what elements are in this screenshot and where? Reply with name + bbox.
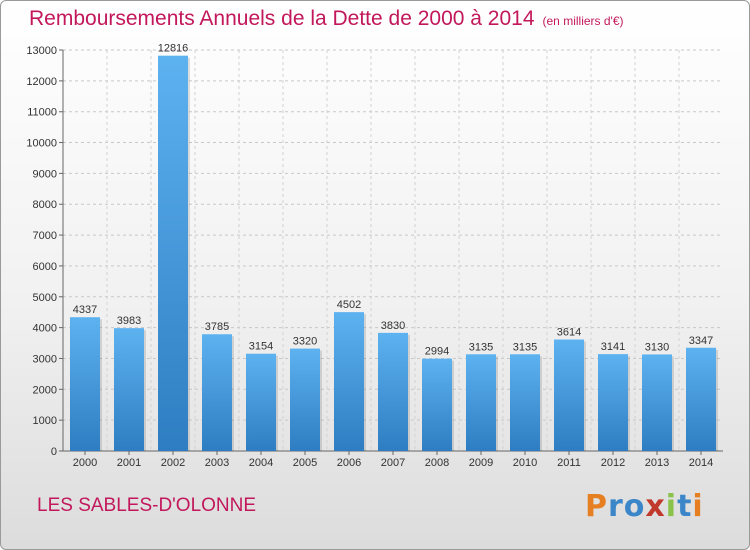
data-label-2009: 3135 (469, 341, 493, 353)
proxiti-logo: Proxiti (585, 489, 704, 524)
bars (70, 55, 718, 452)
x-tick-label-2014: 2014 (689, 457, 713, 469)
y-tick-label: 2000 (33, 384, 57, 396)
logo-letter: i (692, 489, 704, 524)
y-tick-label: 4000 (33, 323, 57, 335)
data-label-2012: 3141 (601, 341, 625, 353)
x-tick-label-2004: 2004 (249, 457, 273, 469)
commune-name: LES SABLES-D'OLONNE (37, 495, 257, 516)
y-tick-label: 1000 (33, 415, 57, 427)
bar-2013 (642, 354, 672, 451)
x-tick-label-2009: 2009 (469, 457, 493, 469)
chart-title-text: Remboursements Annuels de la Dette de 20… (29, 7, 535, 30)
bar-2011 (554, 339, 584, 451)
x-tick-label-2007: 2007 (381, 457, 405, 469)
bar-2004 (246, 353, 276, 451)
bar-2006 (334, 312, 364, 451)
data-label-2007: 3830 (381, 320, 405, 332)
x-tick-label-2001: 2001 (117, 457, 141, 469)
data-label-2003: 3785 (205, 321, 229, 333)
bar-2010 (510, 354, 540, 451)
tick-labels: 0 1000 2000 3000 4000 5000 6000 7000 8000 9000 100… (26, 45, 713, 469)
x-tick-label-2005: 2005 (293, 457, 317, 469)
bar-2014 (686, 347, 716, 451)
data-label-2011: 3614 (557, 327, 581, 339)
chart-unit-label: (en milliers d'€) (542, 14, 624, 28)
bar-2007 (378, 332, 408, 451)
y-tick-label: 9000 (33, 168, 57, 180)
bar-2005 (290, 348, 320, 451)
y-tick-label: 7000 (33, 230, 57, 242)
data-label-2010: 3135 (513, 341, 537, 353)
x-tick-label-2008: 2008 (425, 457, 449, 469)
x-tick-label-2011: 2011 (557, 457, 581, 469)
y-tick-label: 3000 (33, 353, 57, 365)
data-label-2000: 4337 (73, 304, 97, 316)
y-tick-label: 12000 (26, 76, 57, 88)
y-tick-label: 0 (51, 446, 57, 458)
y-tick-label: 13000 (26, 45, 57, 57)
y-tick-label: 5000 (33, 292, 57, 304)
x-tick-label-2010: 2010 (513, 457, 537, 469)
data-label-2014: 3347 (689, 335, 713, 347)
bar-2008 (422, 358, 452, 451)
bar-2000 (70, 317, 100, 451)
data-label-2002: 12816 (158, 43, 189, 55)
data-label-2008: 2994 (425, 346, 449, 358)
x-tick-label-2013: 2013 (645, 457, 669, 469)
y-tick-label: 8000 (33, 199, 57, 211)
logo-letter: t (677, 489, 693, 524)
logo-letter: r (608, 489, 624, 524)
y-tick-label: 6000 (33, 261, 57, 273)
data-label-2013: 3130 (645, 341, 669, 353)
data-label-2001: 3983 (117, 315, 141, 327)
bar-2001 (114, 328, 144, 451)
bar-2012 (598, 354, 628, 451)
y-tick-label: 10000 (26, 138, 57, 150)
logo-letter: i (665, 489, 678, 524)
bar-2009 (466, 354, 496, 451)
bar-2003 (202, 334, 232, 451)
data-label-2004: 3154 (249, 341, 273, 353)
x-tick-label-2003: 2003 (205, 457, 229, 469)
logo-letter: o (623, 489, 646, 524)
y-tick-label: 11000 (27, 107, 57, 119)
x-tick-label-2012: 2012 (601, 457, 625, 469)
data-labels: 4337 3983 12816 3785 3154 3320 4502 3830 2994 313… (73, 43, 713, 358)
data-label-2005: 3320 (293, 336, 317, 348)
x-tick-label-2002: 2002 (161, 457, 185, 469)
x-tick-label-2000: 2000 (73, 457, 97, 469)
chart-title: Remboursements Annuels de la Dette de 20… (29, 7, 624, 31)
logo-letter: x (645, 489, 666, 524)
bar-2002 (158, 55, 188, 452)
x-tick-label-2006: 2006 (337, 457, 361, 469)
logo-letter: P (585, 489, 608, 524)
data-label-2006: 4502 (337, 299, 361, 311)
